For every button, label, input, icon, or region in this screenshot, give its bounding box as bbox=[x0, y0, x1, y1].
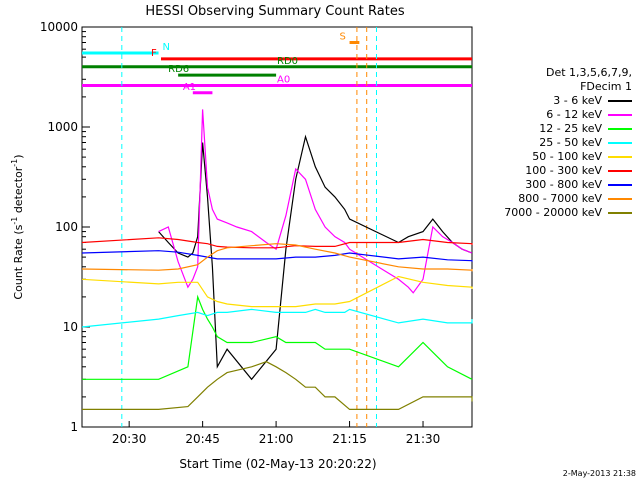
y-tick-label: 1000 bbox=[47, 120, 78, 134]
annotation-bars: NF RD0 RD6 A0 A1 S bbox=[82, 27, 472, 427]
legend-item: 50 - 100 keV bbox=[504, 150, 632, 164]
series-line-2 bbox=[82, 294, 473, 380]
annotation-label-rd6: RD6 bbox=[168, 64, 189, 75]
annotation-label-f: F bbox=[151, 48, 157, 59]
legend-item-label: 100 - 300 keV bbox=[525, 164, 602, 177]
legend-item-swatch bbox=[608, 128, 632, 130]
x-tick-label: 21:00 bbox=[259, 432, 294, 446]
annotation-label-a0: A0 bbox=[277, 75, 290, 86]
axes-group: 20:30 20:45 21:00 21:15 21:30 1 10 100 1000 10000 bbox=[40, 20, 441, 446]
legend-item-label: 300 - 800 keV bbox=[525, 178, 602, 191]
series-line-6 bbox=[81, 250, 473, 262]
legend-item-label: 6 - 12 keV bbox=[546, 108, 602, 121]
legend-item: 800 - 7000 keV bbox=[504, 192, 632, 206]
legend-item: 6 - 12 keV bbox=[504, 108, 632, 122]
x-tick-label: 20:30 bbox=[112, 432, 147, 446]
legend-header-1: Det 1,3,5,6,7,9, bbox=[545, 66, 632, 79]
legend-item-swatch bbox=[608, 212, 632, 214]
x-tick-label: 21:15 bbox=[332, 432, 367, 446]
x-axis-label: Start Time (02-May-13 20:20:22) bbox=[179, 457, 376, 471]
legend-item-swatch bbox=[608, 114, 632, 116]
legend-item-swatch bbox=[608, 198, 632, 200]
y-tick-label: 10000 bbox=[40, 20, 78, 34]
chart-title: HESSI Observing Summary Count Rates bbox=[145, 4, 404, 19]
annotation-label-n: N bbox=[163, 42, 170, 53]
x-tick-label: 21:30 bbox=[406, 432, 441, 446]
annotation-label-a1: A1 bbox=[183, 82, 196, 93]
y-tick-label: 1 bbox=[70, 420, 78, 434]
x-tick-label: 20:45 bbox=[185, 432, 220, 446]
y-tick-label: 100 bbox=[55, 220, 78, 234]
legend-item-label: 7000 - 20000 keV bbox=[504, 206, 602, 219]
legend-item-label: 3 - 6 keV bbox=[553, 94, 602, 107]
y-tick-label: 10 bbox=[63, 320, 78, 334]
legend-item-label: 800 - 7000 keV bbox=[518, 192, 602, 205]
legend-item: 7000 - 20000 keV bbox=[504, 206, 632, 220]
y-axis-label: Count Rate (s-1 detector-1) bbox=[10, 154, 25, 299]
legend-item: 12 - 25 keV bbox=[504, 122, 632, 136]
series-line-1 bbox=[158, 109, 473, 294]
series-line-8 bbox=[82, 361, 473, 410]
series-lines bbox=[81, 109, 473, 410]
legend-item-swatch bbox=[608, 156, 632, 158]
legend-item: 25 - 50 keV bbox=[504, 136, 632, 150]
legend-item-swatch bbox=[608, 184, 632, 186]
footer-date: 2-May-2013 21:38 bbox=[563, 469, 636, 478]
legend: Det 1,3,5,6,7,9, FDecim 1 3 - 6 keV 6 - 1… bbox=[504, 66, 632, 220]
legend-item: 3 - 6 keV bbox=[504, 94, 632, 108]
legend-item-label: 25 - 50 keV bbox=[539, 136, 602, 149]
series-line-4 bbox=[81, 275, 473, 308]
series-line-7 bbox=[81, 243, 473, 272]
annotation-label-s: S bbox=[340, 31, 346, 42]
annotation-label-rd0: RD0 bbox=[277, 56, 298, 67]
legend-item-swatch bbox=[608, 142, 632, 144]
legend-item: 100 - 300 keV bbox=[504, 164, 632, 178]
legend-item: 300 - 800 keV bbox=[504, 178, 632, 192]
legend-item-swatch bbox=[608, 100, 632, 102]
legend-header-2: FDecim 1 bbox=[580, 80, 632, 93]
series-line-3 bbox=[81, 308, 473, 328]
legend-item-label: 12 - 25 keV bbox=[539, 122, 602, 135]
legend-item-label: 50 - 100 keV bbox=[532, 150, 602, 163]
series-line-5 bbox=[81, 237, 473, 249]
legend-item-swatch bbox=[608, 170, 632, 172]
